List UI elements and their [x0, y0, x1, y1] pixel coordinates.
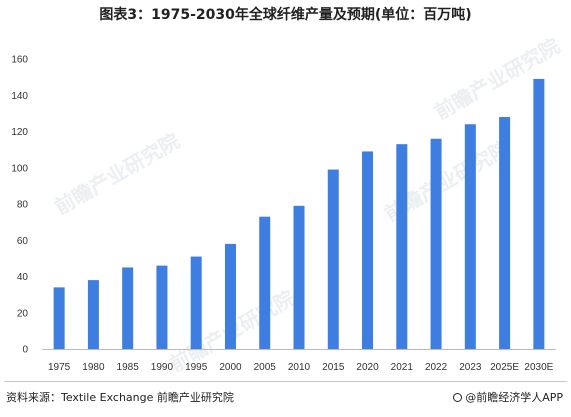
watermark-text: 前瞻产业研究院	[51, 129, 184, 220]
x-tick-label: 1990	[151, 362, 174, 373]
x-tick-label: 2025E	[490, 362, 519, 373]
bar-2030E	[533, 78, 545, 349]
bars	[53, 78, 545, 349]
chart-title: 图表3：1975-2030年全球纤维产量及预期(单位：百万吨)	[99, 7, 472, 23]
bar-1980	[87, 280, 99, 349]
bar-2021	[396, 144, 408, 349]
y-tick-label: 60	[17, 236, 29, 247]
y-tick-label: 140	[11, 91, 28, 102]
y-tick-label: 80	[17, 200, 29, 211]
bar-1985	[122, 267, 134, 349]
x-tick-label: 2010	[288, 362, 311, 373]
x-tick-label: 1985	[117, 362, 140, 373]
bar-2020	[362, 151, 374, 349]
bar-2015	[327, 169, 339, 349]
y-tick-label: 100	[11, 163, 28, 174]
x-tick-label: 1995	[185, 362, 208, 373]
y-axis-ticks: 0 20 40 60 80 100 120 140 160	[11, 55, 28, 356]
bar-2005	[259, 216, 271, 349]
bar-2010	[293, 205, 305, 349]
y-tick-label: 160	[11, 55, 28, 66]
x-tick-label: 2005	[254, 362, 277, 373]
x-tick-label: 1980	[82, 362, 105, 373]
brand-name: @前瞻经济学人APP	[465, 391, 563, 404]
bar-2000	[224, 243, 236, 349]
y-tick-label: 20	[17, 308, 29, 319]
y-tick-label: 40	[17, 272, 29, 283]
bar-2023	[464, 124, 476, 349]
brand-label: @前瞻经济学人APP	[453, 389, 563, 405]
x-axis-ticks: 1975 1980 1985 1990 1995 2000 2005 2010 2015 2020…	[48, 362, 554, 373]
footer-divider	[4, 381, 567, 382]
x-tick-label: 2020	[356, 362, 379, 373]
x-tick-label: 2022	[425, 362, 448, 373]
source-note: 资料来源：Textile Exchange 前瞻产业研究院	[6, 391, 234, 404]
y-tick-label: 120	[11, 127, 28, 138]
bar-1975	[53, 287, 65, 349]
bar-2025E	[499, 117, 511, 349]
x-tick-label: 2015	[322, 362, 345, 373]
x-tick-label: 2030E	[524, 362, 553, 373]
x-tick-label: 1975	[48, 362, 71, 373]
x-tick-label: 2000	[219, 362, 242, 373]
x-tick-label: 2023	[459, 362, 482, 373]
bar-1990	[156, 265, 168, 349]
brand-logo-icon	[453, 393, 463, 402]
bar-2022	[430, 138, 442, 349]
bar-1995	[190, 256, 202, 349]
x-tick-label: 2021	[391, 362, 414, 373]
y-tick-label: 0	[22, 345, 28, 356]
